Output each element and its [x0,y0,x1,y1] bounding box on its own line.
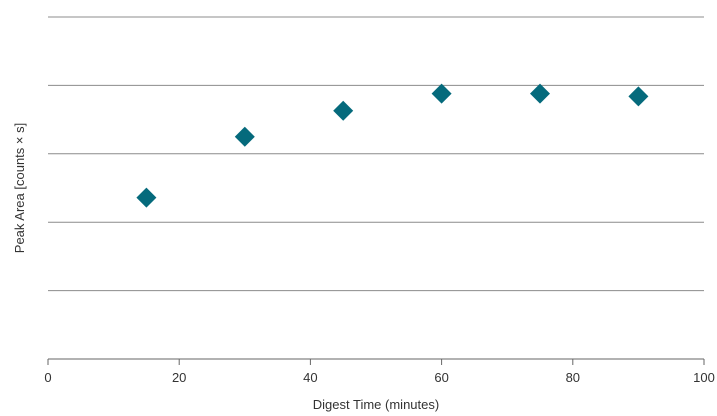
x-tick-label: 40 [303,370,317,385]
x-axis-label: Digest Time (minutes) [313,397,439,412]
x-tick-label: 80 [566,370,580,385]
data-point [530,83,550,104]
gridlines [48,16,704,360]
data-point [234,126,255,147]
x-tick-label: 60 [434,370,448,385]
x-tick-label: 100 [693,370,715,385]
data-point [628,86,649,107]
data-point [136,187,157,208]
x-axis: 0 20 40 60 80 100 [44,359,715,385]
data-points [136,83,649,208]
x-tick-label: 20 [172,370,186,385]
y-axis-label: Peak Area [counts × s] [12,123,27,253]
data-point [431,83,452,104]
data-point [333,100,354,121]
x-tick-label: 0 [44,370,51,385]
